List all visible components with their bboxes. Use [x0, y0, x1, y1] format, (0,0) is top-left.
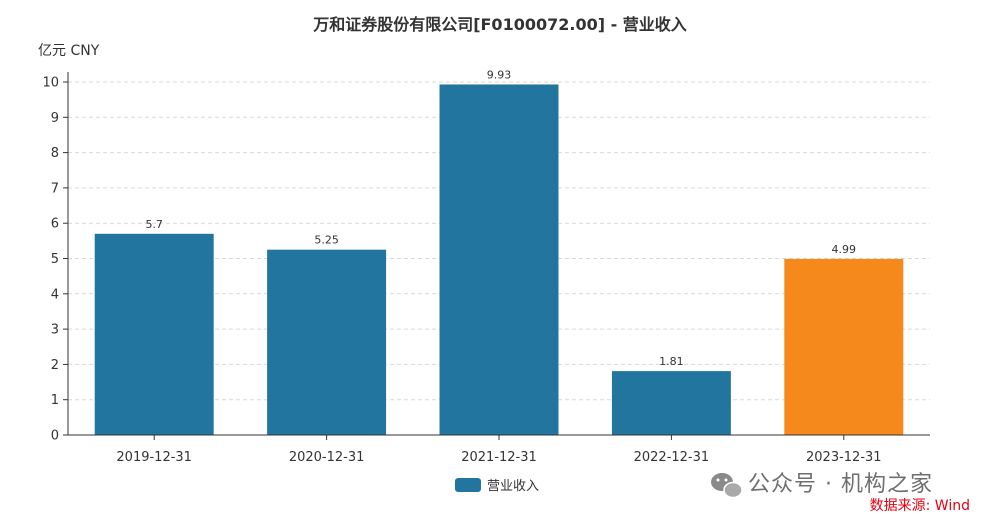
bar[interactable] — [94, 233, 214, 435]
legend-label: 营业收入 — [487, 479, 539, 494]
y-tick-label: 10 — [42, 76, 59, 91]
bar[interactable] — [611, 371, 731, 435]
legend-swatch — [455, 478, 481, 492]
y-tick-label: 7 — [51, 181, 59, 196]
y-tick-label: 9 — [51, 111, 59, 126]
x-tick-label: 2023-12-31 — [806, 450, 882, 465]
data-label: 9.93 — [487, 68, 512, 81]
y-tick-label: 6 — [51, 217, 59, 232]
data-label: 5.25 — [314, 234, 339, 247]
bar[interactable] — [439, 84, 559, 435]
source-note: 数据来源: Wind — [870, 498, 970, 514]
bar[interactable] — [784, 258, 904, 435]
y-tick-label: 4 — [51, 287, 59, 302]
y-axis: 0 1 2 3 4 5 6 7 8 9 10 — [42, 72, 69, 444]
bar-series: 5.7 5.25 9.93 1.81 4.99 — [94, 68, 904, 435]
chart-title: 万和证券股份有限公司[F0100072.00] - 营业收入 — [312, 15, 687, 34]
legend[interactable]: 营业收入 — [455, 478, 539, 494]
data-label: 1.81 — [659, 355, 684, 368]
x-tick-label: 2019-12-31 — [116, 450, 192, 465]
y-tick-label: 0 — [51, 429, 59, 444]
watermark-text: 公众号 · 机构之家 — [748, 472, 933, 497]
y-tick-label: 3 — [51, 323, 59, 338]
x-tick-label: 2022-12-31 — [634, 450, 710, 465]
y-tick-label: 1 — [51, 393, 59, 408]
watermark: 公众号 · 机构之家 — [711, 472, 933, 499]
x-tick-label: 2020-12-31 — [289, 450, 365, 465]
y-tick-label: 2 — [51, 358, 59, 373]
y-tick-label: 8 — [51, 146, 59, 161]
y-axis-unit-label: 亿元 CNY — [38, 43, 100, 59]
wechat-icon — [711, 473, 743, 499]
data-label: 5.7 — [145, 218, 163, 231]
data-label: 4.99 — [832, 243, 857, 256]
x-axis: 2019-12-31 2020-12-31 2021-12-31 2022-12-31… — [68, 434, 930, 465]
bar[interactable] — [267, 249, 387, 435]
x-tick-label: 2021-12-31 — [461, 450, 537, 465]
y-tick-label: 5 — [51, 252, 59, 267]
